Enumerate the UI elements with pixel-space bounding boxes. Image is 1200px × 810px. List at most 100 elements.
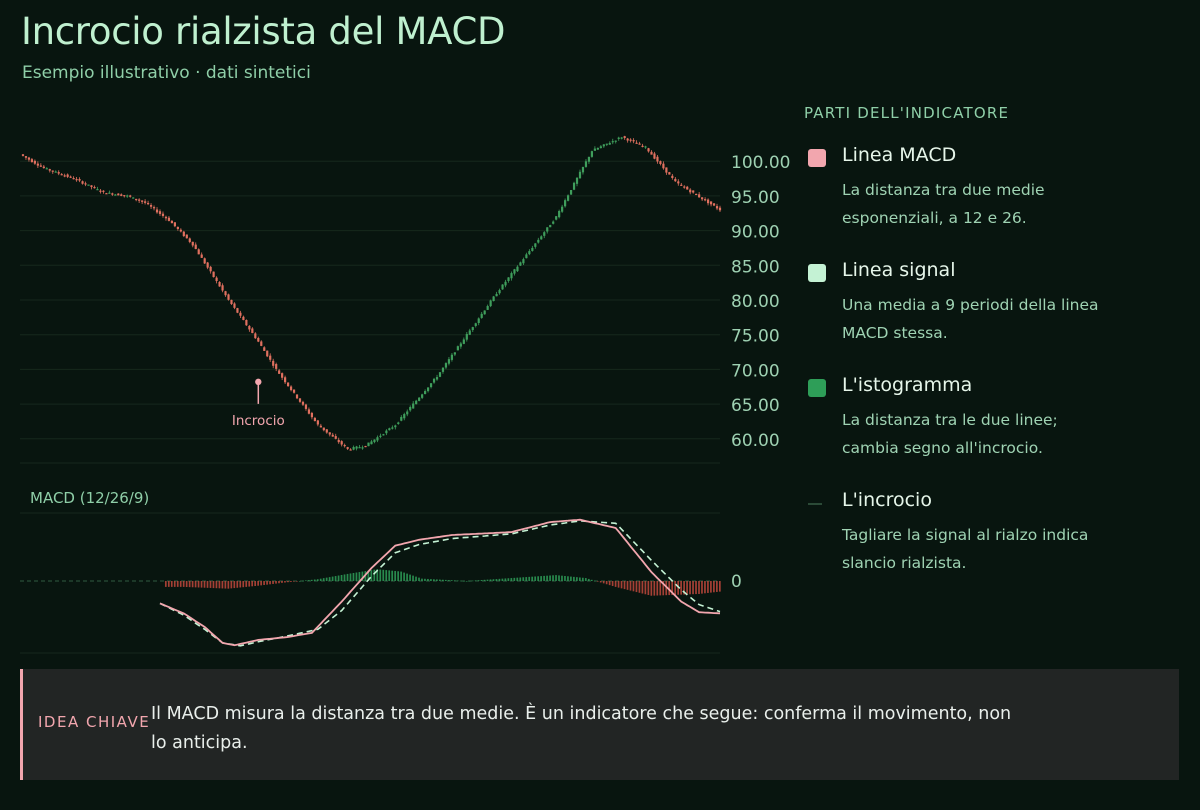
candle-body	[48, 169, 51, 171]
callout-text: Il MACD misura la distanza tra due medie…	[151, 704, 1012, 753]
candle-body	[635, 142, 638, 144]
candle-body	[715, 206, 719, 209]
candle-body	[36, 163, 39, 166]
candle-body	[686, 186, 689, 190]
signal-line	[159, 520, 721, 647]
legend-item-name: Linea signal	[842, 259, 956, 281]
histogram-bar	[239, 581, 242, 588]
histogram-bar	[361, 571, 364, 581]
candle-body	[638, 143, 641, 145]
candle-body	[286, 382, 290, 387]
candle-body	[718, 207, 722, 211]
candle-body	[501, 284, 504, 290]
candle-body	[284, 377, 287, 383]
price-tick-label: 100.00	[731, 153, 790, 173]
histogram-bar	[212, 581, 215, 589]
candle-body	[251, 328, 254, 334]
candle-body	[179, 229, 182, 232]
histogram-bar	[188, 581, 191, 588]
histogram-bar	[656, 581, 659, 596]
candle-body	[465, 333, 468, 340]
candle-body	[69, 176, 72, 178]
histogram-bar	[310, 579, 313, 581]
histogram-bar	[439, 579, 441, 581]
candle-body	[388, 428, 391, 431]
histogram-bar	[525, 577, 528, 581]
histogram-bar	[513, 577, 516, 581]
legend-item-name: L'incrocio	[842, 489, 932, 511]
histogram-bar	[659, 581, 662, 596]
histogram-bar	[334, 576, 337, 581]
candle-body	[281, 373, 284, 378]
candle-body	[322, 427, 325, 431]
candle-body	[60, 174, 63, 176]
histogram-bar	[194, 581, 197, 588]
histogram-bar	[430, 579, 432, 581]
histogram-bar	[596, 581, 599, 582]
histogram-bar	[581, 577, 584, 581]
candle-body	[692, 190, 695, 193]
candle-body	[611, 141, 614, 143]
candle-body	[626, 138, 629, 141]
candle-body	[81, 181, 84, 184]
candle-body	[27, 157, 31, 160]
histogram-bar	[299, 581, 301, 582]
histogram-bar	[498, 578, 501, 581]
candle-body	[450, 354, 454, 360]
histogram-bar	[552, 575, 554, 581]
candle-body	[516, 266, 519, 272]
candle-body	[695, 193, 698, 196]
price-chart: 100.00 95.00 90.00 85.00 80.00 75.00 70.00 65.0…	[20, 135, 790, 464]
histogram-bar	[573, 576, 575, 581]
histogram-bar	[173, 581, 176, 587]
price-tick-label: 95.00	[731, 188, 780, 208]
candle-body	[587, 156, 591, 162]
candle-body	[141, 200, 144, 202]
histogram-bar	[325, 577, 328, 581]
candle-body	[438, 372, 442, 377]
candle-body	[569, 190, 573, 195]
histogram-bar	[623, 581, 626, 590]
histogram-bar	[474, 580, 477, 582]
candle-body	[537, 239, 540, 243]
histogram-bar	[546, 575, 548, 581]
candle-body	[531, 247, 534, 251]
legend-item-name: L'istogramma	[842, 374, 973, 396]
candle-body	[364, 445, 367, 448]
candle-body	[564, 200, 567, 207]
candle-body	[709, 201, 713, 205]
candle-body	[358, 447, 361, 449]
candle-body	[233, 303, 236, 308]
histogram-bar	[215, 581, 218, 589]
macd-panel-title: MACD (12/26/9)	[30, 489, 149, 507]
candle-body	[513, 269, 516, 274]
histogram-bar	[647, 581, 650, 595]
histogram-bar	[561, 575, 563, 581]
histogram-bar	[260, 581, 262, 586]
candle-body	[456, 346, 459, 351]
candle-body	[549, 225, 552, 228]
histogram-bar	[203, 581, 206, 588]
crossover-swatch	[808, 503, 822, 505]
candle-body	[75, 179, 78, 181]
histogram-bar	[281, 581, 283, 583]
histogram-bar	[236, 581, 239, 588]
candle-body	[653, 153, 656, 159]
candle-body	[152, 207, 156, 209]
price-tick-label: 85.00	[731, 257, 780, 277]
candle-body	[415, 400, 418, 405]
histogram-bar	[191, 581, 194, 588]
candle-body	[200, 254, 203, 258]
histogram-bar	[590, 579, 593, 581]
candle-body	[435, 377, 439, 380]
histogram-bar	[587, 578, 590, 581]
histogram-bar	[489, 579, 492, 581]
candle-body	[185, 234, 188, 239]
price-tick-label: 65.00	[731, 396, 780, 416]
candle-body	[149, 205, 153, 207]
candle-body	[432, 378, 436, 383]
candle-body	[21, 154, 25, 156]
histogram-bar	[480, 580, 483, 581]
candle-body	[39, 165, 42, 167]
candle-body	[245, 320, 248, 326]
